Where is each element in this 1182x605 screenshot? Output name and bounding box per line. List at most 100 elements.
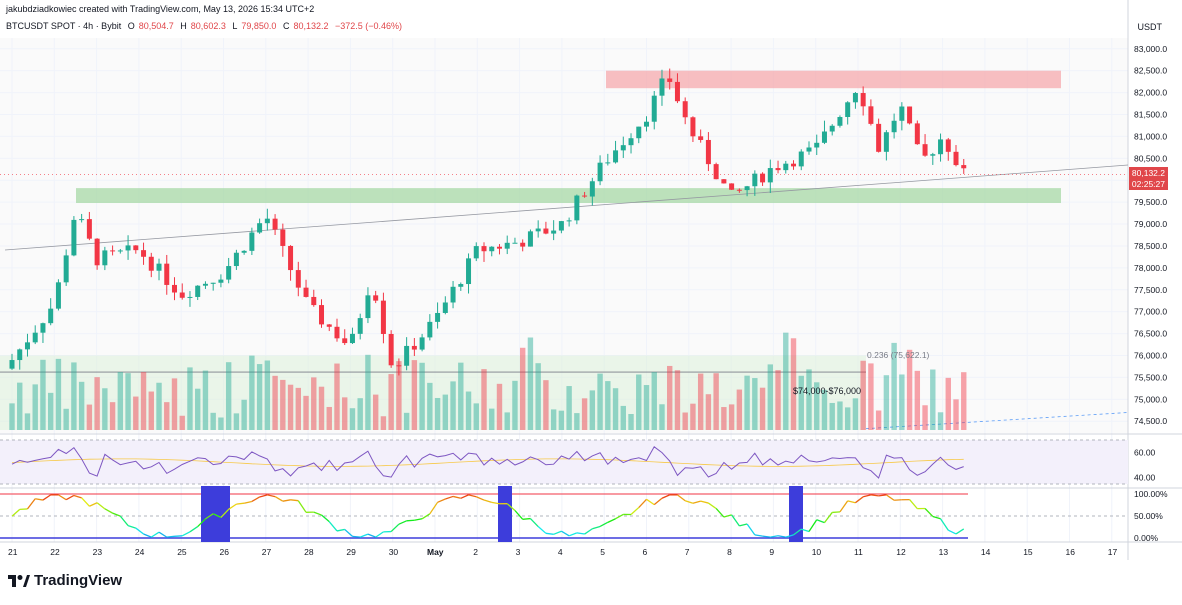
candle-body xyxy=(358,318,363,334)
volume-bar xyxy=(551,409,556,430)
tradingview-logo-icon xyxy=(8,574,30,588)
candle-body xyxy=(435,313,440,322)
volume-bar xyxy=(760,388,765,430)
candle-body xyxy=(714,164,719,179)
support-zone xyxy=(76,188,1061,203)
fib-label: 0.236 (75,622.1) xyxy=(867,350,930,360)
close-label: C xyxy=(283,21,290,31)
volume-bar xyxy=(296,388,301,430)
volume-bar xyxy=(613,388,618,430)
volume-bar xyxy=(636,375,641,430)
volume-bar xyxy=(218,417,223,430)
candle-body xyxy=(706,140,711,164)
volume-bar xyxy=(203,371,208,430)
candle-body xyxy=(768,168,773,182)
volume-bar xyxy=(644,385,649,430)
candle-body xyxy=(737,190,742,191)
candle-body xyxy=(288,246,293,270)
rsi-band xyxy=(0,440,1128,484)
candle-body xyxy=(180,293,185,298)
volume-bar xyxy=(590,390,595,430)
volume-bar xyxy=(404,413,409,430)
volume-bar xyxy=(752,378,757,430)
volume-bar xyxy=(419,363,424,430)
volume-bar xyxy=(458,363,463,430)
candle-body xyxy=(799,152,804,167)
symbol-name[interactable]: BTCUSDT SPOT · 4h · Bybit xyxy=(6,21,121,31)
volume-bar xyxy=(288,385,293,430)
time-tick: 3 xyxy=(516,547,521,557)
candle-body xyxy=(536,229,541,232)
volume-bar xyxy=(868,363,873,430)
stoch-band xyxy=(498,486,512,542)
candle-body xyxy=(365,295,370,318)
time-tick: 12 xyxy=(896,547,906,557)
candle-body xyxy=(48,309,53,324)
candle-body xyxy=(954,152,959,165)
candle-body xyxy=(899,107,904,121)
volume-bar xyxy=(327,407,332,430)
volume-bar xyxy=(9,403,14,430)
candle-body xyxy=(133,245,138,250)
candle-body xyxy=(675,82,680,101)
candle-body xyxy=(574,196,579,221)
candle-body xyxy=(497,247,502,249)
candle-body xyxy=(605,162,610,163)
stoch-band xyxy=(201,486,230,542)
bar-countdown: 02:25:27 xyxy=(1129,178,1168,190)
volume-bar xyxy=(830,403,835,430)
candle-body xyxy=(404,346,409,366)
volume-bar xyxy=(443,395,448,430)
stoch-segment xyxy=(174,536,182,537)
volume-bar xyxy=(675,370,680,430)
price-tick: 75,000.0 xyxy=(1134,394,1167,404)
volume-bar xyxy=(195,389,200,430)
candle-body xyxy=(87,219,92,239)
candle-body xyxy=(644,122,649,127)
volume-bar xyxy=(915,371,920,430)
volume-bar xyxy=(257,364,262,430)
candle-body xyxy=(187,297,192,298)
volume-bar xyxy=(922,405,927,430)
resistance-zone xyxy=(606,71,1061,89)
candle-body xyxy=(389,334,394,365)
time-tick: 22 xyxy=(50,547,60,557)
candle-body xyxy=(559,221,564,230)
time-tick: 16 xyxy=(1066,547,1076,557)
candle-body xyxy=(783,164,788,170)
volume-bar xyxy=(141,372,146,430)
volume-bar xyxy=(806,369,811,430)
candle-body xyxy=(102,250,107,265)
brand[interactable]: TradingView xyxy=(8,572,122,589)
candle-body xyxy=(56,282,61,308)
candle-body xyxy=(172,285,177,293)
candle-body xyxy=(683,101,688,117)
volume-bar xyxy=(180,416,185,430)
candle-body xyxy=(853,93,858,102)
candle-body xyxy=(33,333,38,343)
time-tick: 24 xyxy=(135,547,145,557)
volume-bar xyxy=(884,375,889,430)
price-tick: 76,000.0 xyxy=(1134,351,1167,361)
candle-body xyxy=(458,284,463,287)
time-tick: 27 xyxy=(262,547,272,557)
price-tick: 79,500.0 xyxy=(1134,197,1167,207)
price-tick: 82,500.0 xyxy=(1134,66,1167,76)
candle-body xyxy=(443,302,448,312)
candle-body xyxy=(907,107,912,124)
time-tick: 4 xyxy=(558,547,563,557)
candle-body xyxy=(242,251,247,253)
candle-body xyxy=(621,145,626,150)
candle-body xyxy=(690,117,695,136)
candle-body xyxy=(218,280,223,283)
volume-bar xyxy=(234,413,239,430)
volume-bar xyxy=(876,411,881,430)
change-value: −372.5 (−0.46%) xyxy=(335,21,402,31)
time-tick: 2 xyxy=(473,547,478,557)
time-tick: 5 xyxy=(600,547,605,557)
volume-bar xyxy=(342,397,347,430)
volume-bar xyxy=(566,386,571,430)
candle-body xyxy=(745,186,750,190)
candle-body xyxy=(280,230,285,246)
